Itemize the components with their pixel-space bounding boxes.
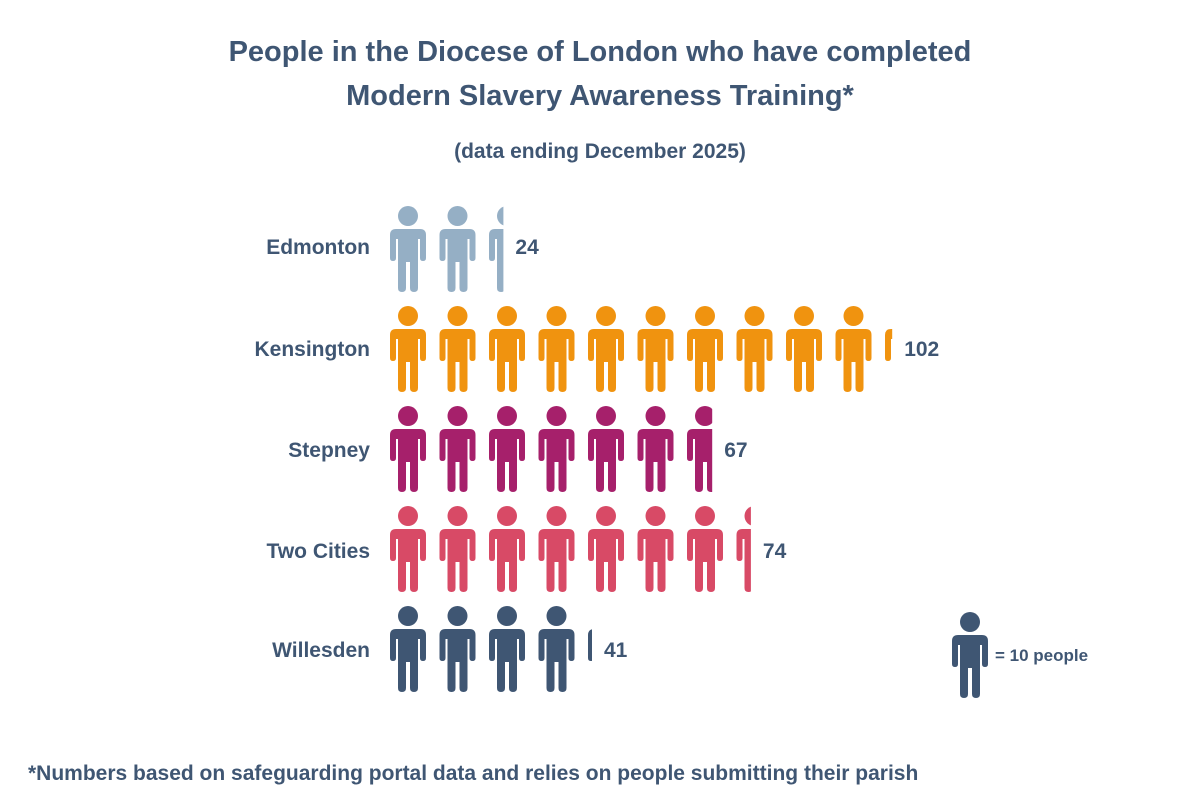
row-label-two-cities: Two Cities [266,540,370,563]
person-icon-two-cities-5 [588,506,624,592]
person-icon-two-cities-7 [687,506,723,592]
person-icon-kensington-8 [736,306,773,392]
row-value-two-cities: 74 [762,540,787,563]
person-icon-two-cities-1 [390,506,426,592]
legend-label: = 10 people [995,646,1089,665]
person-icon-two-cities-6 [637,506,674,592]
person-icon-kensington-5 [588,306,624,392]
chart-title-line2: Modern Slavery Awareness Training* [346,80,854,112]
person-icon-stepney-4 [538,406,575,492]
person-icon-stepney-1 [390,406,426,492]
person-icon-kensington-2 [439,306,476,392]
row-label-kensington: Kensington [254,338,371,361]
person-icon-willesden-2 [439,606,476,692]
row-label-stepney: Stepney [288,439,370,462]
person-icon-willesden-5 [588,629,592,661]
legend-person-icon [952,612,988,698]
person-icon-kensington-4 [538,306,575,392]
person-icon-kensington-9 [786,306,822,392]
row-value-edmonton: 24 [515,236,539,259]
person-icon-two-cities-3 [489,506,525,592]
person-icon-stepney-6 [637,406,674,492]
person-icon-kensington-6 [637,306,674,392]
row-label-willesden: Willesden [272,639,370,662]
person-icon-edmonton-3 [489,206,504,292]
person-icon-willesden-3 [489,606,525,692]
footnote: *Numbers based on safeguarding portal da… [28,762,919,785]
person-icon-kensington-7 [687,306,723,392]
person-icon-kensington-11 [885,329,893,361]
chart-subtitle: (data ending December 2025) [454,140,746,163]
person-icon-kensington-1 [390,306,426,392]
person-icon-stepney-2 [439,406,476,492]
person-icon-willesden-4 [538,606,575,692]
person-icon-edmonton-2 [439,206,476,292]
chart-title-line1: People in the Diocese of London who have… [228,36,972,68]
person-icon-stepney-7 [687,406,713,492]
person-icon-two-cities-2 [439,506,476,592]
row-value-willesden: 41 [604,639,628,662]
row-value-kensington: 102 [904,338,940,361]
row-label-edmonton: Edmonton [266,236,370,259]
person-icon-two-cities-4 [538,506,575,592]
person-icon-stepney-3 [489,406,525,492]
person-icon-edmonton-1 [390,206,426,292]
person-icon-stepney-5 [588,406,624,492]
person-icon-kensington-10 [835,306,872,392]
chart-title: People in the Diocese of London who have… [0,30,1200,118]
row-value-stepney: 67 [724,439,748,462]
person-icon-two-cities-8 [736,506,751,592]
person-icon-kensington-3 [489,306,525,392]
person-icon-willesden-1 [390,606,426,692]
